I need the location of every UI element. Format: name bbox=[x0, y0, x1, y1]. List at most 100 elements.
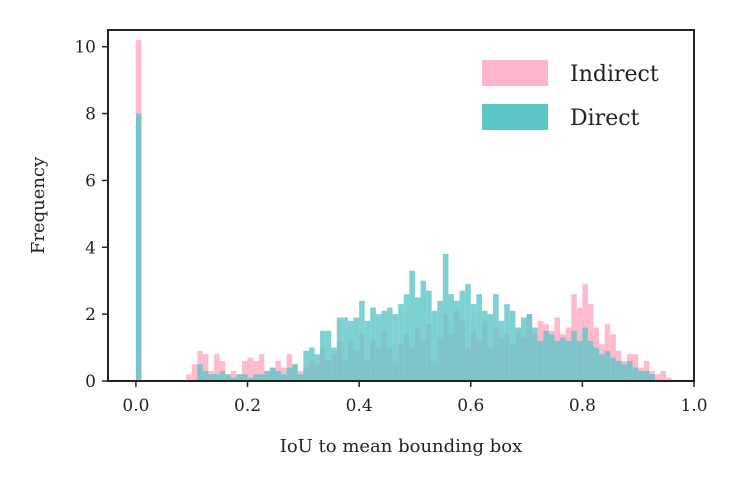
y-tick-label: 6 bbox=[85, 171, 96, 191]
histogram-bar-direct bbox=[353, 317, 360, 381]
x-tick-label: 0.6 bbox=[457, 396, 484, 416]
histogram-bar-direct bbox=[247, 377, 254, 381]
histogram-bar-direct bbox=[387, 307, 393, 381]
histogram-bar-direct bbox=[308, 347, 315, 381]
histogram-bar-direct bbox=[442, 253, 449, 381]
histogram-bar-direct bbox=[342, 317, 348, 381]
histogram-bar-direct bbox=[465, 284, 471, 381]
y-tick-label: 4 bbox=[85, 238, 96, 258]
histogram-bar-direct bbox=[571, 330, 577, 381]
histogram-bar-indirect bbox=[230, 370, 237, 381]
histogram-bar-direct bbox=[543, 330, 549, 381]
x-tick-label: 1.0 bbox=[680, 396, 707, 416]
histogram-bar-direct bbox=[364, 320, 371, 381]
histogram-bar-direct bbox=[219, 370, 226, 381]
histogram-bar-direct bbox=[359, 300, 365, 381]
histogram-bar-direct bbox=[493, 294, 499, 381]
legend-swatch-indirect bbox=[482, 60, 548, 86]
ticks-layer: 0.0 0.2 0.4 0.6 0.8 1.0 0 2 4 6 8 10 bbox=[74, 38, 707, 416]
x-tick-label: 0.2 bbox=[234, 396, 261, 416]
histogram-bar-direct bbox=[587, 340, 594, 381]
histogram-bar-direct bbox=[225, 374, 231, 381]
y-tick-label: 10 bbox=[74, 38, 96, 58]
histogram-bar-direct bbox=[537, 340, 544, 381]
histogram-bar-direct bbox=[627, 360, 633, 381]
histogram-bar-indirect bbox=[186, 374, 192, 381]
histogram-bar-indirect bbox=[241, 360, 248, 381]
histogram-bar-direct bbox=[325, 330, 332, 381]
y-axis-label: Frequency bbox=[28, 156, 49, 254]
histogram-bar-direct bbox=[398, 304, 404, 381]
histogram-bar-direct bbox=[197, 364, 203, 381]
histogram-bar-direct bbox=[431, 310, 438, 381]
histogram-bar-direct bbox=[331, 347, 337, 381]
histogram-bar-direct bbox=[593, 347, 600, 381]
legend-label-indirect: Indirect bbox=[570, 62, 659, 87]
y-tick-label: 8 bbox=[85, 105, 96, 125]
histogram-bar-direct bbox=[375, 314, 382, 381]
histogram-bar-direct bbox=[509, 310, 516, 381]
histogram-bar-indirect bbox=[247, 357, 254, 381]
histogram-bar-direct bbox=[275, 370, 282, 381]
histogram-bar-direct bbox=[526, 314, 533, 381]
histogram-bar-direct bbox=[264, 370, 270, 381]
histogram-bar-direct bbox=[297, 374, 304, 381]
x-tick-label: 0.0 bbox=[122, 396, 149, 416]
histogram-bar-indirect bbox=[214, 354, 220, 381]
histogram-bar-indirect bbox=[666, 377, 672, 381]
histogram-bar-direct bbox=[565, 340, 572, 381]
y-tick-label: 2 bbox=[85, 305, 96, 325]
histogram-bar-direct bbox=[392, 314, 399, 381]
histogram-bar-direct bbox=[241, 374, 248, 381]
histogram-bar-direct bbox=[236, 374, 242, 381]
histogram-bar-direct bbox=[554, 340, 561, 381]
histogram-bar-direct bbox=[548, 334, 555, 381]
histogram-bar-direct bbox=[437, 300, 443, 381]
histogram-bar-direct bbox=[643, 370, 650, 381]
histogram-bar-direct bbox=[258, 374, 265, 381]
histogram-bar-indirect bbox=[191, 364, 198, 381]
histogram-bar-direct bbox=[202, 370, 209, 381]
histogram-bar-direct bbox=[420, 280, 427, 381]
histogram-bar-direct bbox=[520, 317, 527, 381]
histogram-bar-direct bbox=[403, 294, 410, 381]
histogram-bar-direct bbox=[481, 310, 488, 381]
histogram-bar-direct bbox=[414, 297, 421, 381]
histogram-bar-direct bbox=[470, 304, 477, 381]
histogram-bar-direct bbox=[504, 304, 510, 381]
histogram-bar-direct bbox=[532, 327, 538, 381]
histogram-bar-direct bbox=[448, 294, 455, 381]
histogram-bar-direct bbox=[336, 317, 343, 381]
histogram-bar-direct bbox=[560, 337, 566, 381]
histogram-bar-direct bbox=[303, 350, 309, 381]
legend: Indirect Direct bbox=[482, 60, 659, 131]
histogram-bar-indirect bbox=[660, 370, 667, 381]
histogram-bar-direct bbox=[621, 364, 628, 381]
plot-frame bbox=[107, 29, 695, 382]
histogram-bar-direct bbox=[604, 350, 611, 381]
histogram-bar-direct bbox=[582, 327, 588, 381]
x-tick-label: 0.8 bbox=[569, 396, 596, 416]
histogram-bar-indirect bbox=[202, 354, 209, 381]
histogram-bar-direct bbox=[454, 300, 460, 381]
histogram-bar-direct bbox=[409, 270, 415, 381]
histogram-bar-direct bbox=[515, 327, 521, 381]
histogram-bar-direct bbox=[230, 377, 237, 381]
histogram-bar-direct bbox=[286, 367, 293, 381]
histogram-bar-direct bbox=[292, 364, 298, 381]
histogram-bar-direct bbox=[487, 314, 494, 381]
histogram-bar-direct bbox=[381, 310, 388, 381]
histogram-bar-direct bbox=[320, 330, 326, 381]
histogram-bar-direct bbox=[314, 354, 321, 381]
histogram-bar-direct bbox=[599, 354, 605, 381]
histogram-bar-direct bbox=[638, 370, 644, 381]
histogram-bar-direct bbox=[347, 320, 354, 381]
histogram-bar-direct bbox=[253, 374, 259, 381]
histogram-bar-direct bbox=[476, 294, 482, 381]
y-tick-label: 0 bbox=[85, 372, 96, 392]
legend-swatch-direct bbox=[482, 104, 548, 130]
histogram-bar-direct bbox=[632, 367, 639, 381]
histogram-bar-direct bbox=[208, 374, 215, 381]
histogram-bar-indirect bbox=[654, 374, 661, 381]
